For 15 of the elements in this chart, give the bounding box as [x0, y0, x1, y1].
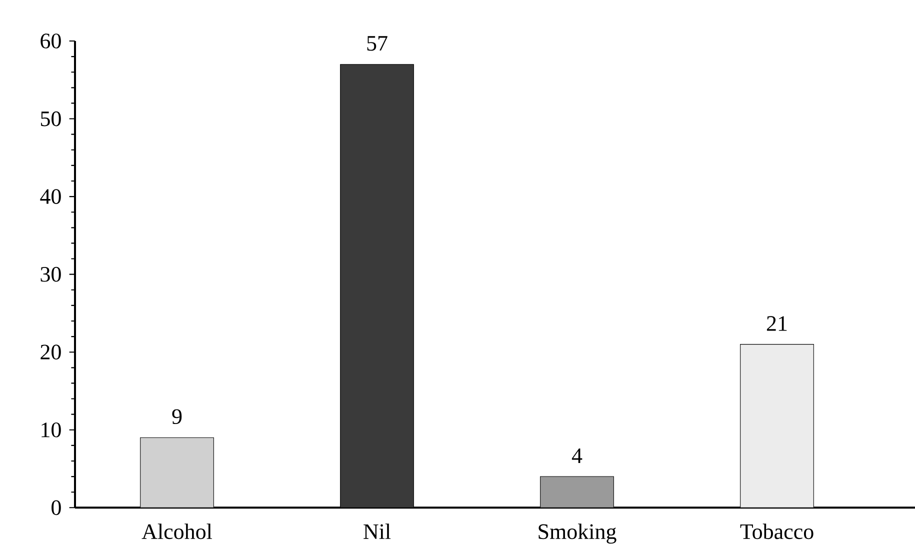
x-tick-label: Smoking [538, 524, 616, 544]
y-tick-label: 0 [52, 500, 61, 516]
y-tick-label: 30 [40, 266, 61, 282]
data-label: 21 [766, 316, 787, 331]
y-tick-label: 50 [40, 111, 61, 126]
y-tick-label: 60 [40, 34, 61, 48]
y-tick-label: 10 [42, 422, 61, 438]
x-tick-label: Alcohol [142, 524, 212, 540]
data-label: 57 [367, 36, 388, 51]
data-label: 4 [572, 448, 582, 463]
y-tick-label: 20 [40, 344, 61, 360]
x-tick-label: Nil [364, 524, 391, 539]
y-tick-label: 40 [40, 189, 61, 204]
x-tick-label: Tobacco [740, 524, 814, 540]
data-label: 9 [172, 409, 182, 424]
